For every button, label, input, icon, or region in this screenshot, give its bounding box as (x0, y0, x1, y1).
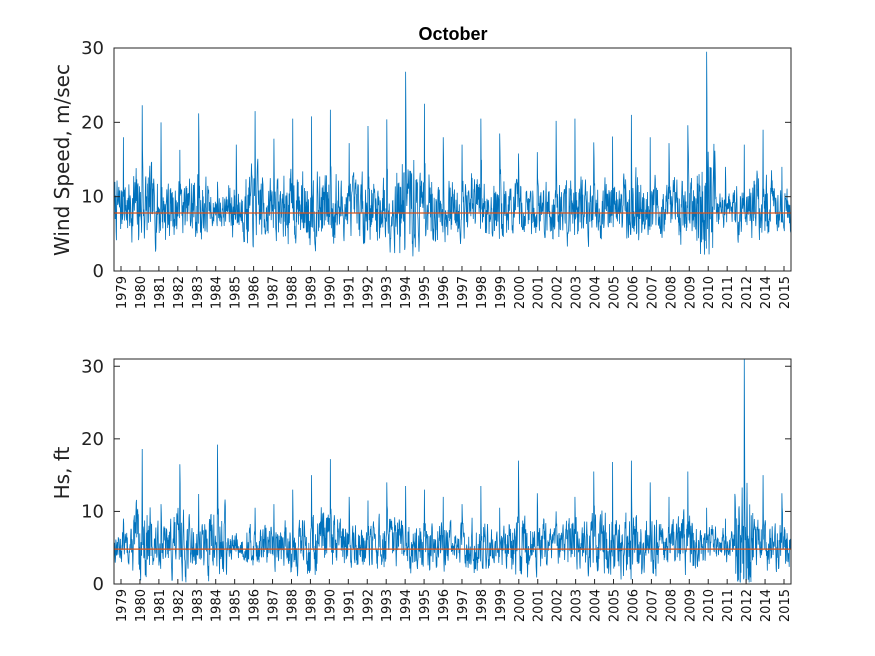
wave-height-xtick-label: 1999 (494, 589, 509, 622)
wind-speed-xtick-label: 1989 (304, 276, 319, 309)
wind-speed-xtick-label: 2015 (778, 276, 793, 309)
wind-speed-xtick-label: 2009 (683, 276, 698, 309)
wave-height-xtick-label: 1988 (285, 589, 300, 622)
wind-speed-ytick-label: 30 (81, 38, 104, 59)
wind-speed-series-line (113, 51, 792, 257)
wind-speed-xtick-label: 2007 (645, 276, 660, 309)
wind-speed-x-ticks: 1979 1980 1981 1982 1983 1984 1985 1986 1987 1988… (115, 266, 793, 309)
wave-height-xtick-label: 2002 (551, 589, 566, 622)
wave-height-xtick-label: 2010 (702, 589, 717, 622)
chart-title: October (418, 24, 487, 44)
wind-speed-xtick-label: 2000 (513, 276, 528, 309)
wave-height-xtick-label: 2000 (513, 589, 528, 622)
wave-height-xtick-label: 2012 (740, 589, 755, 622)
wave-height-xtick-label: 1983 (191, 589, 206, 622)
wind-speed-xtick-label: 2010 (702, 276, 717, 309)
wind-speed-xtick-label: 2002 (551, 276, 566, 309)
wave-height-xtick-label: 1989 (304, 589, 319, 622)
wind-speed-xtick-label: 2011 (721, 276, 736, 309)
wave-height-xtick-label: 2006 (626, 589, 641, 622)
wave-height-xtick-label: 2011 (721, 589, 736, 622)
wave-height-xtick-label: 2005 (608, 589, 623, 622)
wave-height-xtick-label: 2007 (645, 589, 660, 622)
wind-speed-xtick-label: 1995 (418, 276, 433, 309)
wave-height-xtick-label: 1997 (456, 589, 471, 622)
wind-speed-xtick-label: 2004 (589, 276, 604, 309)
wave-height-xtick-label: 1987 (267, 589, 282, 622)
wind-speed-axes-box (113, 47, 792, 272)
wind-speed-xtick-label: 1981 (153, 276, 168, 309)
wave-height-y-ticks: 0 10 20 30 (81, 356, 791, 595)
wave-height-xtick-label: 2001 (532, 589, 547, 622)
wave-height-xtick-label: 1984 (210, 589, 225, 622)
wind-speed-ytick-label: 0 (93, 261, 104, 282)
wind-speed-xtick-label: 1984 (210, 276, 225, 309)
wave-height-xtick-label: 1996 (437, 589, 452, 622)
wave-height-xtick-label: 1995 (418, 589, 433, 622)
wave-height-xtick-label: 2008 (664, 589, 679, 622)
wind-speed-xtick-label: 1998 (475, 276, 490, 309)
wave-height-ytick-label: 10 (81, 501, 104, 522)
wave-height-xtick-label: 1981 (153, 589, 168, 622)
wave-height-xtick-label: 1991 (342, 589, 357, 622)
wind-speed-xtick-label: 1988 (285, 276, 300, 309)
wave-height-x-ticks: 1979 1980 1981 1982 1983 1984 1985 1986 1987 1988… (115, 579, 793, 622)
wave-height-xtick-label: 1994 (399, 589, 414, 622)
wind-speed-xtick-label: 1997 (456, 276, 471, 309)
wind-speed-xtick-label: 1982 (172, 276, 187, 309)
wind-speed-xtick-label: 1996 (437, 276, 452, 309)
wind-speed-xtick-label: 2001 (532, 276, 547, 309)
wind-speed-xtick-label: 1999 (494, 276, 509, 309)
wave-height-xtick-label: 1985 (229, 589, 244, 622)
wave-height-xtick-label: 1992 (361, 589, 376, 622)
wind-speed-xtick-label: 1990 (323, 276, 338, 309)
wind-speed-xtick-label: 1991 (342, 276, 357, 309)
wave-height-xtick-label: 1986 (248, 589, 263, 622)
wave-height-ytick-label: 20 (81, 429, 104, 450)
wind-speed-xtick-label: 1985 (229, 276, 244, 309)
wind-speed-xtick-label: 1993 (380, 276, 395, 309)
wave-height-xtick-label: 1979 (115, 589, 130, 622)
wave-height-ytick-label: 0 (93, 574, 104, 595)
wind-speed-xtick-label: 1994 (399, 276, 414, 309)
wind-speed-ylabel: Wind Speed, m/sec (50, 64, 74, 256)
wind-speed-xtick-label: 2012 (740, 276, 755, 309)
wave-height-xtick-label: 1993 (380, 589, 395, 622)
wave-height-xtick-label: 2015 (778, 589, 793, 622)
wind-speed-ytick-label: 20 (81, 112, 104, 133)
wind-speed-xtick-label: 2006 (626, 276, 641, 309)
wind-speed-xtick-label: 1987 (267, 276, 282, 309)
wave-height-ylabel: Hs, ft (50, 446, 74, 499)
wave-height-axes-box (113, 358, 792, 585)
wave-height-xtick-label: 1982 (172, 589, 187, 622)
wave-height-xtick-label: 1990 (323, 589, 338, 622)
wave-height-xtick-label: 1998 (475, 589, 490, 622)
wind-speed-y-ticks: 0 10 20 30 (81, 38, 791, 282)
wind-speed-xtick-label: 1979 (115, 276, 130, 309)
wind-speed-plot-area (113, 51, 792, 257)
wind-speed-ytick-label: 10 (81, 187, 104, 208)
wave-height-xtick-label: 2009 (683, 589, 698, 622)
wind-speed-xtick-label: 2005 (608, 276, 623, 309)
wind-speed-xtick-label: 2003 (570, 276, 585, 309)
wind-speed-xtick-label: 1992 (361, 276, 376, 309)
wave-height-xtick-label: 2004 (589, 589, 604, 622)
wave-height-plot-area (113, 358, 792, 583)
wave-height-ytick-label: 30 (81, 356, 104, 377)
wind-speed-xtick-label: 2014 (759, 276, 774, 309)
wind-speed-xtick-label: 1983 (191, 276, 206, 309)
wave-height-series-line (113, 358, 792, 583)
wind-speed-xtick-label: 2008 (664, 276, 679, 309)
wave-height-xtick-label: 1980 (134, 589, 149, 622)
wave-height-xtick-label: 2003 (570, 589, 585, 622)
wave-height-xtick-label: 2014 (759, 589, 774, 622)
wind-speed-xtick-label: 1986 (248, 276, 263, 309)
wind-speed-xtick-label: 1980 (134, 276, 149, 309)
